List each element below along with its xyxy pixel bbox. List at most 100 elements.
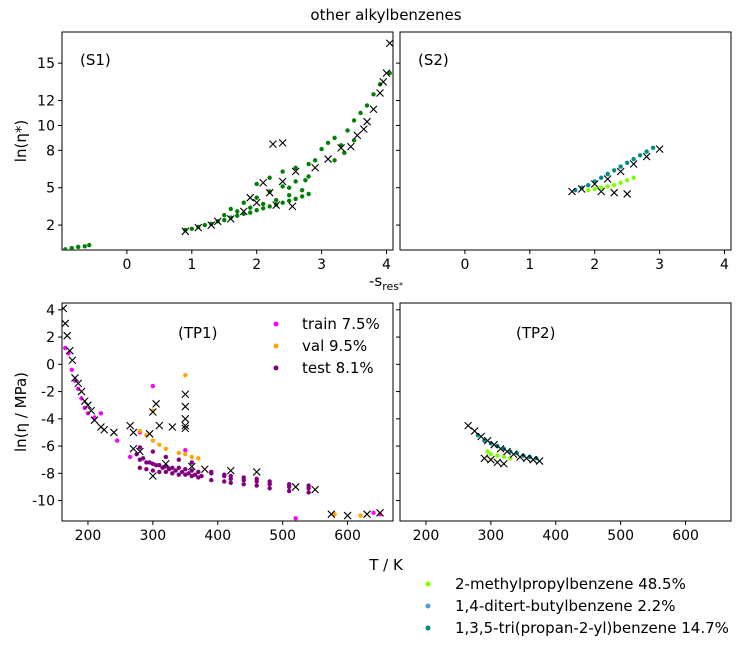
data-point-x (181, 414, 190, 423)
data-point-x (181, 421, 190, 430)
data-point (137, 445, 143, 450)
data-point (248, 210, 253, 215)
data-point (598, 175, 604, 180)
data-point (280, 169, 285, 174)
x-label-top: -sres* (369, 272, 403, 293)
panel-label: (S1) (80, 51, 111, 69)
data-point-x (353, 131, 362, 140)
data-point (87, 242, 92, 248)
data-point-x (291, 483, 300, 491)
legend-marker (425, 625, 431, 631)
data-point-x (181, 390, 190, 399)
data-point (293, 516, 298, 521)
data-point-x (269, 140, 277, 149)
data-point (196, 475, 201, 480)
data-point-x (155, 421, 164, 430)
data-point-x (311, 163, 320, 172)
x-tick-label: 200 (413, 528, 440, 544)
data-point (176, 457, 182, 462)
data-point (189, 226, 195, 232)
data-point (241, 475, 246, 480)
data-point (482, 438, 487, 443)
panel-tp2: 200 300 400 500 600 (TP2) T / K (368, 302, 732, 574)
data-point-x (87, 406, 96, 415)
legend-marker (425, 603, 431, 609)
data-point-x (213, 217, 222, 226)
x-tick-label: 3 (655, 257, 664, 273)
data-point (371, 92, 376, 97)
x-tick-label: 3 (317, 257, 326, 273)
panel-label: (TP2) (516, 324, 555, 342)
data-point-x (359, 125, 368, 134)
data-point-x (343, 511, 352, 520)
data-point (495, 453, 500, 458)
x-tick-label: 0 (460, 257, 469, 273)
data-point (209, 221, 214, 227)
data-point (364, 103, 370, 108)
data-point (163, 454, 169, 460)
data-point (150, 408, 156, 413)
data-point-x (464, 421, 473, 430)
data-point (127, 454, 133, 460)
data-point (286, 198, 292, 203)
data-point (228, 215, 233, 220)
data-point (624, 178, 630, 183)
data-point-x (259, 178, 268, 187)
data-point-x (181, 227, 190, 236)
data-point (82, 244, 87, 249)
y-tick-label: 2 (46, 330, 55, 346)
data-point (631, 175, 636, 180)
data-point (611, 168, 617, 173)
data-point (286, 192, 292, 198)
data-point-x (168, 423, 177, 431)
data-point (342, 150, 347, 156)
data-point-x (470, 427, 479, 435)
data-point-x (187, 462, 196, 471)
figure-title: other alkylbenzenes (310, 6, 461, 24)
data-point (183, 227, 188, 233)
data-point (299, 194, 305, 199)
data-point-x (616, 167, 625, 176)
data-point (267, 479, 272, 484)
data-point (286, 482, 292, 487)
data-point-x (629, 160, 638, 168)
data-points (63, 39, 393, 250)
x-tick-label: 300 (139, 528, 166, 544)
data-point (137, 428, 143, 434)
data-point-x (161, 459, 170, 468)
data-point (157, 469, 162, 475)
data-point-x (77, 387, 86, 396)
data-point-x (346, 142, 355, 151)
data-point (163, 446, 169, 451)
data-point-x (68, 356, 77, 365)
data-point (183, 373, 188, 378)
x-tick-label: 300 (477, 528, 504, 544)
data-point (150, 468, 156, 473)
data-point-x (252, 198, 261, 207)
data-point (63, 345, 68, 351)
panel-label: (TP1) (178, 324, 217, 342)
data-point-x (63, 331, 72, 340)
data-point-x (577, 185, 586, 193)
data-point-x (239, 207, 248, 216)
data-point-x (252, 468, 261, 476)
data-point-x (65, 346, 74, 355)
data-point (183, 447, 188, 453)
data-point-x (623, 190, 632, 198)
panel-label: (S2) (418, 51, 449, 69)
data-point-x (597, 187, 606, 196)
y-tick-label: 0 (46, 357, 55, 373)
data-point (508, 456, 513, 461)
y-tick-label: 5 (46, 181, 55, 197)
data-point-x (291, 167, 300, 176)
x-tick-label: 0 (122, 257, 131, 273)
legend-label: train 7.5% (302, 315, 380, 333)
data-point (254, 207, 259, 213)
data-point (299, 188, 305, 193)
data-point (306, 483, 311, 488)
data-point-x (337, 143, 345, 152)
data-point-x (503, 447, 511, 456)
x-tick-label: 4 (382, 257, 391, 273)
x-tick-label: 400 (204, 528, 231, 544)
